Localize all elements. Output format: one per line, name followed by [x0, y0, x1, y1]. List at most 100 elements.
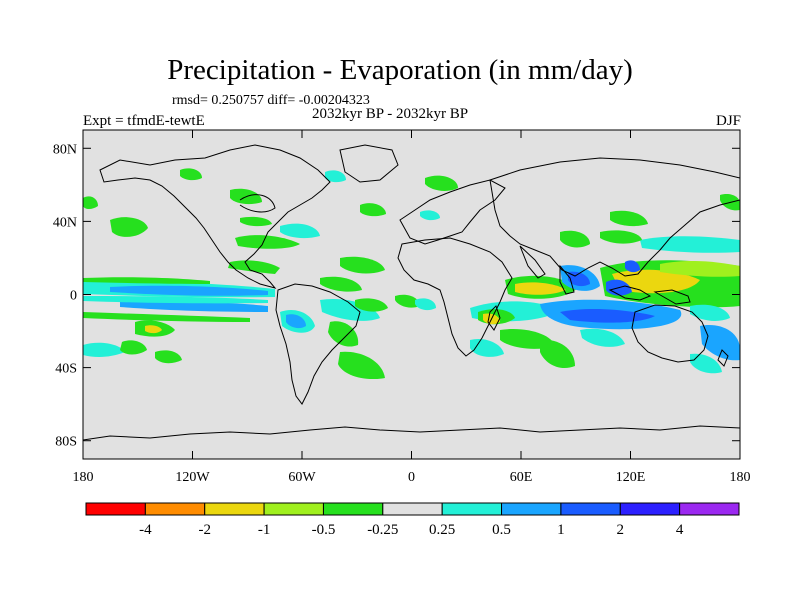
anomaly-region	[600, 230, 642, 244]
anomaly-region	[338, 351, 385, 380]
anomaly-region	[235, 235, 300, 249]
lat-tick-label: 80S	[55, 435, 77, 450]
colorbar-swatch	[322, 502, 384, 516]
antarctica-coast	[83, 425, 740, 441]
anomaly-region	[612, 269, 700, 294]
colorbar: -4 -2 -1 -0.5 -0.25 0.25 0.5 1 2 4	[85, 502, 740, 538]
africa-coast	[397, 237, 513, 357]
australia-coast	[631, 304, 709, 363]
map-title: Precipitation - Evaporation (in mm/day)	[167, 54, 633, 86]
anomaly-region	[240, 216, 272, 227]
colorbar-label: 2	[617, 522, 625, 538]
madagascar-coast	[487, 305, 501, 331]
anomaly-region	[325, 170, 346, 183]
anomaly-region	[328, 321, 359, 347]
anomaly-region	[420, 210, 440, 221]
anomaly-region	[690, 353, 722, 374]
colorbar-swatch	[619, 502, 681, 516]
anomaly-region	[580, 328, 625, 347]
anomaly-region	[395, 294, 420, 308]
coastlines	[83, 144, 740, 441]
anomaly-region	[360, 203, 386, 217]
anomaly-region	[340, 256, 385, 274]
anomaly-region	[515, 282, 566, 295]
anomaly-field	[83, 168, 740, 380]
colorbar-swatch	[263, 502, 324, 516]
lat-tick-label: 40N	[53, 215, 77, 230]
period-label: 2032kyr BP - 2032kyr BP	[312, 106, 469, 122]
lon-tick-label: 60W	[288, 470, 316, 485]
colorbar-label: -4	[139, 522, 152, 538]
anomaly-region	[110, 217, 148, 237]
india-coast	[559, 264, 575, 295]
anomaly-region	[155, 350, 182, 364]
anomaly-region	[145, 325, 162, 334]
colorbar-swatch	[204, 502, 265, 516]
anomaly-region	[120, 300, 268, 312]
colorbar-label: 0.5	[492, 522, 511, 538]
anomaly-region	[660, 260, 740, 277]
colorbar-label: 0.25	[429, 522, 455, 538]
anomaly-region	[280, 223, 320, 239]
colorbar-label: -2	[198, 522, 211, 538]
season-label: DJF	[715, 113, 741, 129]
lat-tick-label: 0	[70, 289, 77, 304]
colorbar-swatch	[441, 502, 503, 516]
stats-label: rmsd= 0.250757 diff= -0.00204323	[172, 93, 370, 108]
colorbar-label: -1	[258, 522, 271, 538]
colorbar-swatch	[501, 502, 562, 516]
new-zealand-coast	[717, 349, 729, 367]
new-guinea-coast	[653, 289, 691, 305]
anomaly-region	[415, 298, 436, 311]
asia-coast	[489, 157, 740, 277]
lon-tick-label: 180	[730, 470, 751, 485]
anomaly-region	[83, 277, 210, 284]
anomaly-region	[700, 325, 740, 361]
lat-tick-label: 80N	[53, 142, 77, 157]
hudson-bay-coast	[239, 194, 276, 213]
anomaly-region	[540, 339, 575, 369]
colorbar-label: -0.5	[312, 522, 336, 538]
anomaly-region	[560, 230, 590, 248]
colorbar-label: -0.25	[367, 522, 398, 538]
longitude-axis: 180 120W 60W 0 60E 120E 180	[73, 130, 751, 485]
colorbar-swatch	[144, 502, 206, 516]
colorbar-swatch	[679, 502, 740, 516]
lon-tick-label: 60E	[510, 470, 533, 485]
anomaly-region	[83, 342, 125, 357]
colorbar-label: 4	[676, 522, 684, 538]
latitude-axis: 80N 40N 0 40S 80S	[53, 142, 740, 450]
anomaly-region	[610, 210, 648, 227]
anomaly-region	[690, 304, 730, 321]
anomaly-region	[120, 340, 147, 355]
south-america-coast	[275, 283, 361, 405]
arabia-coast	[519, 245, 546, 279]
lat-tick-label: 40S	[55, 362, 77, 377]
anomaly-region	[83, 312, 250, 322]
colorbar-swatch	[560, 502, 621, 516]
indonesia-coast	[608, 285, 652, 301]
anomaly-region	[425, 175, 458, 191]
lon-tick-label: 180	[73, 470, 94, 485]
anomaly-region	[560, 309, 655, 323]
greenland-coast	[339, 144, 399, 183]
colorbar-label: 1	[557, 522, 565, 538]
anomaly-region	[83, 196, 98, 209]
anomaly-region	[320, 298, 380, 321]
colorbar-swatch	[85, 502, 146, 516]
anomaly-region	[625, 260, 640, 273]
north-america-coast	[99, 144, 331, 289]
anomaly-region	[640, 236, 740, 253]
anomaly-region	[320, 276, 362, 292]
anomaly-region	[110, 285, 268, 296]
colorbar-swatch	[382, 502, 443, 516]
lon-tick-label: 120E	[616, 470, 646, 485]
europe-coast	[399, 179, 506, 245]
anomaly-region	[286, 314, 306, 329]
anomaly-region	[83, 296, 268, 304]
anomaly-region	[355, 298, 388, 312]
anomaly-region	[180, 168, 202, 181]
lon-tick-label: 0	[408, 470, 415, 485]
